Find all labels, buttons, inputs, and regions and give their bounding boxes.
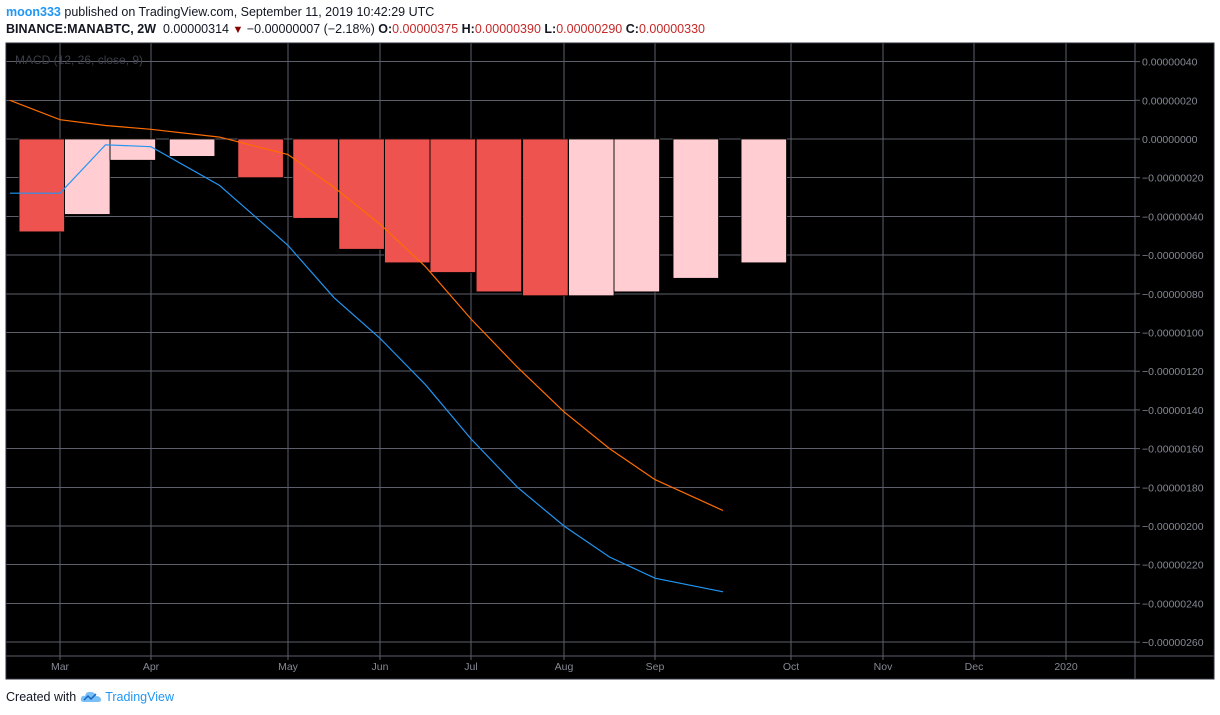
- y-tick-label: −0.00000160: [1142, 444, 1204, 456]
- y-tick-label: 0.00000040: [1142, 57, 1198, 69]
- open-value: 0.00000375: [392, 22, 459, 36]
- x-tick-label: Mar: [51, 661, 70, 673]
- down-triangle-icon: ▼: [232, 24, 244, 36]
- created-with-text: Created with: [6, 690, 77, 704]
- histogram-bar: [613, 138, 660, 293]
- x-tick-label: Dec: [965, 661, 984, 673]
- x-tick-label: Apr: [143, 661, 160, 673]
- signal-line: [9, 99, 724, 512]
- last-price: 0.00000314: [162, 22, 229, 36]
- x-tick-label: Oct: [783, 661, 799, 673]
- y-tick-label: −0.00000200: [1142, 521, 1204, 533]
- y-tick-label: −0.00000020: [1142, 173, 1204, 185]
- x-tick-label: Aug: [555, 661, 574, 673]
- histogram-bar: [109, 138, 156, 161]
- x-tick-label: Nov: [874, 661, 893, 673]
- macd-line: [9, 144, 724, 593]
- x-tick-label: Jun: [372, 661, 389, 673]
- high-label: H:: [461, 22, 475, 36]
- low-label: L:: [544, 22, 557, 36]
- author-link[interactable]: moon333: [6, 5, 61, 19]
- y-tick-label: −0.00000060: [1142, 250, 1204, 262]
- histogram-bar: [429, 138, 476, 273]
- y-tick-label: 0.00000020: [1142, 95, 1198, 107]
- macd-histogram: [18, 138, 787, 297]
- y-tick-label: −0.00000100: [1142, 328, 1204, 340]
- low-value: 0.00000290: [556, 22, 623, 36]
- histogram-bar: [740, 138, 787, 264]
- indicator-label: MACD (12, 26, close, 9): [15, 53, 143, 67]
- x-tick-label: 2020: [1054, 661, 1078, 673]
- chart-background: [6, 43, 1214, 679]
- macd-chart[interactable]: 0.00000040 0.00000020 0.00000000 −0.0000002…: [0, 0, 1220, 690]
- histogram-bar: [568, 138, 615, 297]
- histogram-bar: [522, 138, 569, 297]
- symbol-legend: BINANCE:MANABTC, 2W 0.00000314 ▼ −0.0000…: [6, 22, 705, 36]
- histogram-bar: [384, 138, 431, 264]
- high-value: 0.00000390: [474, 22, 541, 36]
- time-axis[interactable]: Mar Apr May Jun Jul Aug Sep Oct Nov Dec 2020: [51, 656, 1078, 673]
- histogram-bar: [168, 138, 216, 157]
- histogram-bar: [338, 138, 385, 250]
- close-label: C:: [625, 22, 639, 36]
- footer: Created with TradingView: [6, 690, 174, 704]
- y-tick-label: 0.00000000: [1142, 134, 1198, 146]
- y-tick-label: −0.00000080: [1142, 289, 1204, 301]
- histogram-bar: [237, 138, 284, 179]
- histogram-bar: [672, 138, 719, 279]
- symbol-label: BINANCE:MANABTC, 2W: [6, 22, 156, 36]
- x-tick-label: May: [278, 661, 299, 673]
- y-tick-label: −0.00000220: [1142, 560, 1204, 572]
- chart-frame: [5, 42, 1215, 680]
- y-tick-label: −0.00000040: [1142, 211, 1204, 223]
- publish-info: moon333 published on TradingView.com, Se…: [6, 5, 434, 19]
- histogram-bar: [475, 138, 523, 293]
- y-tick-label: −0.00000260: [1142, 637, 1204, 649]
- close-value: 0.00000330: [638, 22, 705, 36]
- price-axis[interactable]: 0.00000040 0.00000020 0.00000000 −0.0000002…: [1135, 57, 1204, 650]
- y-tick-label: −0.00000140: [1142, 405, 1204, 417]
- histogram-bar: [18, 138, 65, 233]
- histogram-bar: [64, 138, 111, 215]
- y-tick-label: −0.00000120: [1142, 366, 1204, 378]
- y-tick-label: −0.00000180: [1142, 482, 1204, 494]
- published-text: published on TradingView.com, September …: [64, 5, 435, 19]
- price-change: −0.00000007 (−2.18%): [246, 22, 375, 36]
- tradingview-link[interactable]: TradingView: [105, 690, 174, 704]
- y-tick-label: −0.00000240: [1142, 598, 1204, 610]
- x-tick-label: Sep: [646, 661, 665, 673]
- x-tick-label: Jul: [464, 661, 477, 673]
- macd-lines: [9, 99, 724, 593]
- open-label: O:: [378, 22, 393, 36]
- histogram-bar: [292, 138, 339, 219]
- tradingview-cloud-logo-icon: [80, 691, 102, 702]
